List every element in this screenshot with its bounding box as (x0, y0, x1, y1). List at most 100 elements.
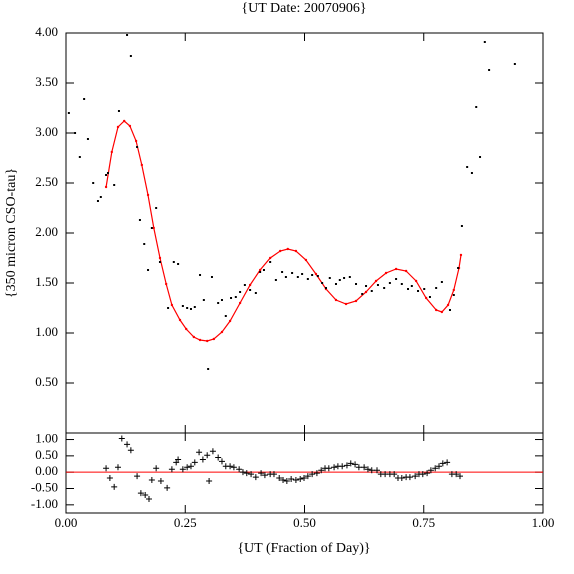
data-point (313, 470, 320, 477)
fit-point (394, 267, 398, 271)
data-point (143, 243, 146, 245)
data-point (376, 284, 379, 286)
data-point (374, 467, 381, 474)
data-point (243, 284, 246, 286)
fit-point (140, 163, 144, 167)
data-point (370, 290, 373, 292)
data-point (67, 112, 70, 114)
data-point (105, 174, 108, 176)
data-point (419, 471, 426, 478)
y-tick-label: 0.50 (35, 447, 58, 462)
data-point (388, 282, 391, 284)
data-point (217, 302, 220, 304)
data-point (432, 465, 439, 472)
data-point (175, 456, 182, 463)
data-point (117, 110, 120, 112)
data-point (220, 299, 223, 301)
data-point (301, 475, 308, 482)
data-point (297, 476, 304, 483)
data-point (210, 276, 213, 278)
data-point (124, 441, 131, 448)
fit-point (248, 283, 252, 287)
data-point (321, 282, 324, 284)
data-point (129, 55, 132, 57)
data-point (488, 69, 491, 71)
data-point (155, 207, 158, 209)
data-point (234, 296, 237, 298)
data-point (147, 269, 150, 271)
data-point (513, 63, 516, 65)
fit-point (185, 327, 188, 331)
data-point (230, 297, 233, 299)
data-point (78, 156, 81, 158)
fit-point (374, 279, 378, 283)
data-point (318, 467, 325, 474)
y-tick-label: 1.00 (35, 431, 58, 446)
x-axis-label: {UT (Fraction of Day)} (237, 541, 370, 556)
data-point (86, 138, 89, 140)
data-point (224, 315, 227, 317)
data-point (215, 454, 222, 461)
x-tick-label: 0.75 (412, 515, 435, 530)
data-point (239, 469, 246, 476)
data-point (292, 477, 299, 484)
y-tick-label: 1.50 (35, 274, 58, 289)
data-point (167, 307, 170, 309)
fit-point (116, 125, 120, 129)
data-point (453, 471, 460, 478)
fit-point (446, 303, 450, 307)
data-point (148, 477, 155, 484)
data-point (352, 461, 359, 468)
fit-line (105, 120, 462, 342)
data-point (269, 261, 272, 263)
chart-title: {UT Date: 20070906} (241, 1, 366, 16)
fit-point (364, 290, 368, 294)
fit-point (452, 288, 456, 292)
data-point (259, 271, 262, 273)
fit-point (334, 298, 338, 302)
fit-point (304, 258, 308, 262)
data-point (466, 166, 469, 168)
data-point (206, 478, 213, 484)
fit-point (294, 249, 298, 253)
data-point (391, 471, 398, 478)
x-tick-label: 0.25 (174, 515, 197, 530)
data-point (136, 146, 139, 148)
fit-point (384, 271, 388, 275)
data-point (331, 464, 338, 471)
data-point (193, 306, 196, 308)
fit-point (414, 279, 418, 283)
data-point (301, 273, 304, 275)
data-point (92, 182, 95, 184)
plot-frame (65, 432, 544, 514)
data-point (452, 294, 455, 296)
fit-point (158, 256, 162, 260)
data-point (261, 472, 268, 479)
data-point (400, 283, 403, 285)
fit-point (164, 282, 168, 286)
fit-point (278, 249, 282, 253)
data-point (398, 475, 405, 482)
data-point (284, 276, 287, 278)
fit-point (440, 310, 444, 314)
fit-point (344, 302, 348, 306)
data-point (106, 475, 113, 482)
data-point (276, 475, 283, 482)
data-point (355, 283, 358, 285)
fit-point (122, 119, 126, 123)
data-point (338, 279, 341, 281)
data-point (395, 278, 398, 280)
data-point (199, 274, 202, 276)
fit-point (268, 256, 272, 260)
fit-point (434, 308, 438, 312)
y-tick-label: 4.00 (35, 24, 58, 39)
data-point (191, 459, 198, 466)
data-point (365, 285, 368, 287)
data-point (186, 307, 189, 309)
data-point (137, 490, 144, 497)
data-point (436, 463, 443, 470)
data-point (150, 227, 153, 229)
data-point (448, 309, 451, 311)
data-point (142, 492, 149, 499)
y-tick-label: 2.50 (35, 174, 58, 189)
